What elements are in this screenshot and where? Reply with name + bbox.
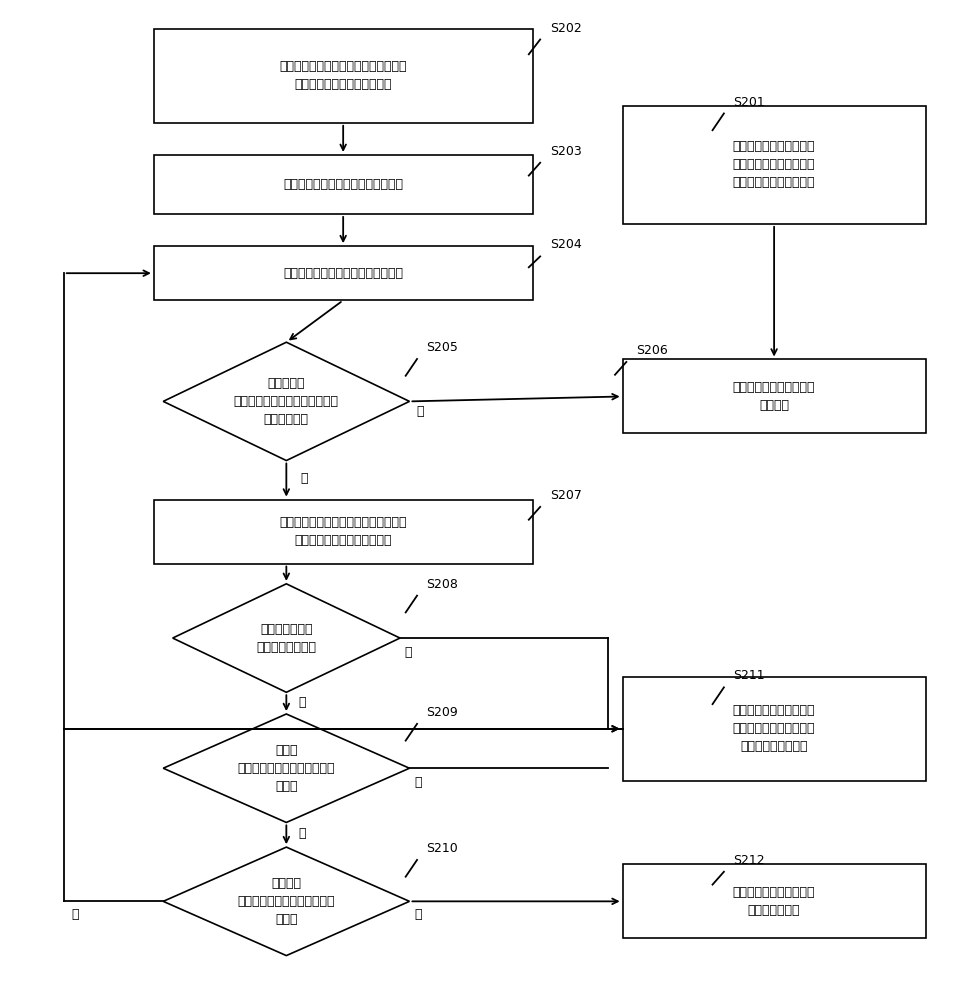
Text: S206: S206 [636, 344, 668, 357]
Text: 是否获取
完查询到展示信息序列中的展
示信息: 是否获取 完查询到展示信息序列中的展 示信息 [237, 877, 335, 926]
FancyBboxPatch shape [154, 246, 532, 300]
Text: 否: 否 [299, 827, 307, 840]
FancyBboxPatch shape [154, 155, 532, 214]
Text: 是: 是 [414, 776, 422, 789]
FancyBboxPatch shape [154, 29, 532, 123]
Polygon shape [163, 342, 409, 461]
Text: S211: S211 [733, 669, 765, 682]
Text: S212: S212 [733, 854, 765, 867]
Text: 从展示信息序列中依次获取展示信息: 从展示信息序列中依次获取展示信息 [283, 267, 404, 280]
Text: S210: S210 [427, 842, 458, 855]
Text: S201: S201 [733, 96, 765, 109]
FancyBboxPatch shape [154, 500, 532, 564]
Polygon shape [173, 584, 400, 692]
Text: 否: 否 [299, 696, 307, 709]
Text: S202: S202 [550, 22, 581, 35]
FancyBboxPatch shape [623, 106, 925, 224]
Text: 否: 否 [416, 405, 424, 418]
FancyBboxPatch shape [623, 864, 925, 938]
Text: 是: 是 [405, 646, 412, 659]
Text: S207: S207 [550, 489, 581, 502]
Text: 将获取的展示信息放入备
选链表中: 将获取的展示信息放入备 选链表中 [733, 381, 815, 412]
FancyBboxPatch shape [623, 359, 925, 433]
Polygon shape [163, 714, 409, 822]
Text: 开启用于放入展示信息的第一个页面: 开启用于放入展示信息的第一个页面 [283, 178, 404, 191]
Text: 将查询到的包含查询关键词的展示信息
进行排序，得到展示信息序列: 将查询到的包含查询关键词的展示信息 进行排序，得到展示信息序列 [280, 60, 407, 91]
Text: 预先建立用于存放不符合
当前页面各维度的限制条
件的展示信息的备选链表: 预先建立用于存放不符合 当前页面各维度的限制条 件的展示信息的备选链表 [733, 140, 815, 189]
Text: 判断是否达到设
定的选取数量阈值: 判断是否达到设 定的选取数量阈值 [257, 623, 316, 654]
Text: S204: S204 [550, 238, 581, 251]
Text: S209: S209 [427, 706, 458, 719]
Text: 是: 是 [301, 472, 308, 485]
FancyBboxPatch shape [623, 677, 925, 781]
Text: 判断获取的
展示信息是否满足当前页面各维
度的限制条件: 判断获取的 展示信息是否满足当前页面各维 度的限制条件 [234, 377, 339, 426]
Text: S205: S205 [427, 341, 458, 354]
Text: 将放入当前页面中的展示
信息展示给用户: 将放入当前页面中的展示 信息展示给用户 [733, 886, 815, 917]
Text: 将获取的展示信息放入当前页面中并更
新当前页面各维度的限制条件: 将获取的展示信息放入当前页面中并更 新当前页面各维度的限制条件 [280, 516, 407, 547]
Text: S203: S203 [550, 145, 581, 158]
Text: 是: 是 [414, 908, 422, 921]
Text: 否: 否 [71, 908, 79, 921]
Text: 判断是
否达到当前页面的最大允许放
入数量: 判断是 否达到当前页面的最大允许放 入数量 [237, 744, 335, 793]
Text: S208: S208 [427, 578, 458, 591]
Text: 将放入当前页面中的展示
信息展示给用户，开启下
一个面作为当前页面: 将放入当前页面中的展示 信息展示给用户，开启下 一个面作为当前页面 [733, 704, 815, 753]
Polygon shape [163, 847, 409, 956]
